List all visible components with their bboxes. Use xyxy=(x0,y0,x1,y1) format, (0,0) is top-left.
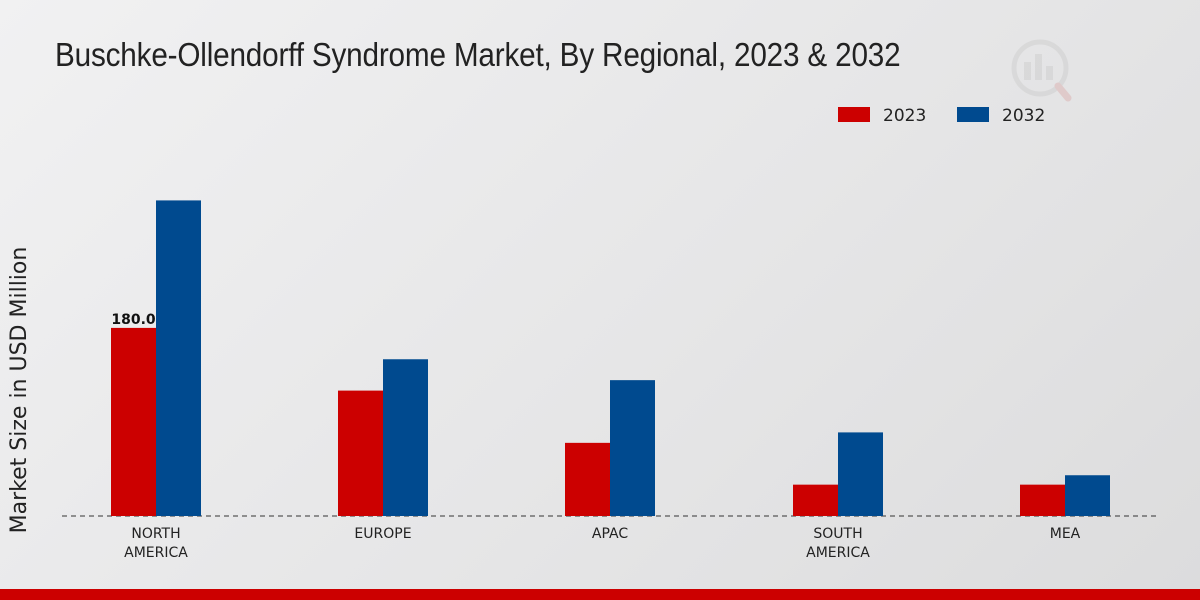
data-labels: 180.0 xyxy=(111,312,156,328)
x-tick-label-south-america: SOUTH AMERICA xyxy=(806,526,870,561)
data-label-2023: 180.0 xyxy=(111,312,156,328)
bar-2032-north-america xyxy=(156,200,201,516)
watermark-logo-icon xyxy=(1011,39,1072,102)
x-tick-label-north-america: NORTH AMERICA xyxy=(124,526,188,561)
x-tick-label-europe: EUROPE xyxy=(354,526,411,542)
bar-2023-europe xyxy=(338,390,383,516)
legend-swatch-2023 xyxy=(838,107,870,122)
x-tick-labels: NORTH AMERICA EUROPE APAC SOUTH AMERICA MEA xyxy=(124,526,1081,561)
bar-2032-south-america xyxy=(838,432,883,516)
x-tick-label-apac: APAC xyxy=(592,526,628,542)
y-axis-label: Market Size in USD Million xyxy=(7,247,32,534)
legend-label-2032: 2032 xyxy=(1002,106,1045,126)
legend-swatch-2032 xyxy=(957,107,989,122)
bar-2023-south-america xyxy=(793,484,838,516)
accent-bottom-bar xyxy=(0,589,1200,600)
legend-label-2023: 2023 xyxy=(883,106,926,126)
bar-2023-north-america xyxy=(111,327,156,516)
bar-2032-mea xyxy=(1065,475,1110,516)
chart-title: Buschke-Ollendorff Syndrome Market, By R… xyxy=(55,36,901,73)
legend: 2023 2032 xyxy=(838,106,1045,126)
bar-2023-mea xyxy=(1020,484,1065,516)
bar-2023-apac xyxy=(565,442,610,516)
bars-group xyxy=(111,200,1110,516)
bar-2032-apac xyxy=(610,380,655,516)
bar-2032-europe xyxy=(383,359,428,516)
x-tick-label-mea: MEA xyxy=(1050,526,1081,542)
